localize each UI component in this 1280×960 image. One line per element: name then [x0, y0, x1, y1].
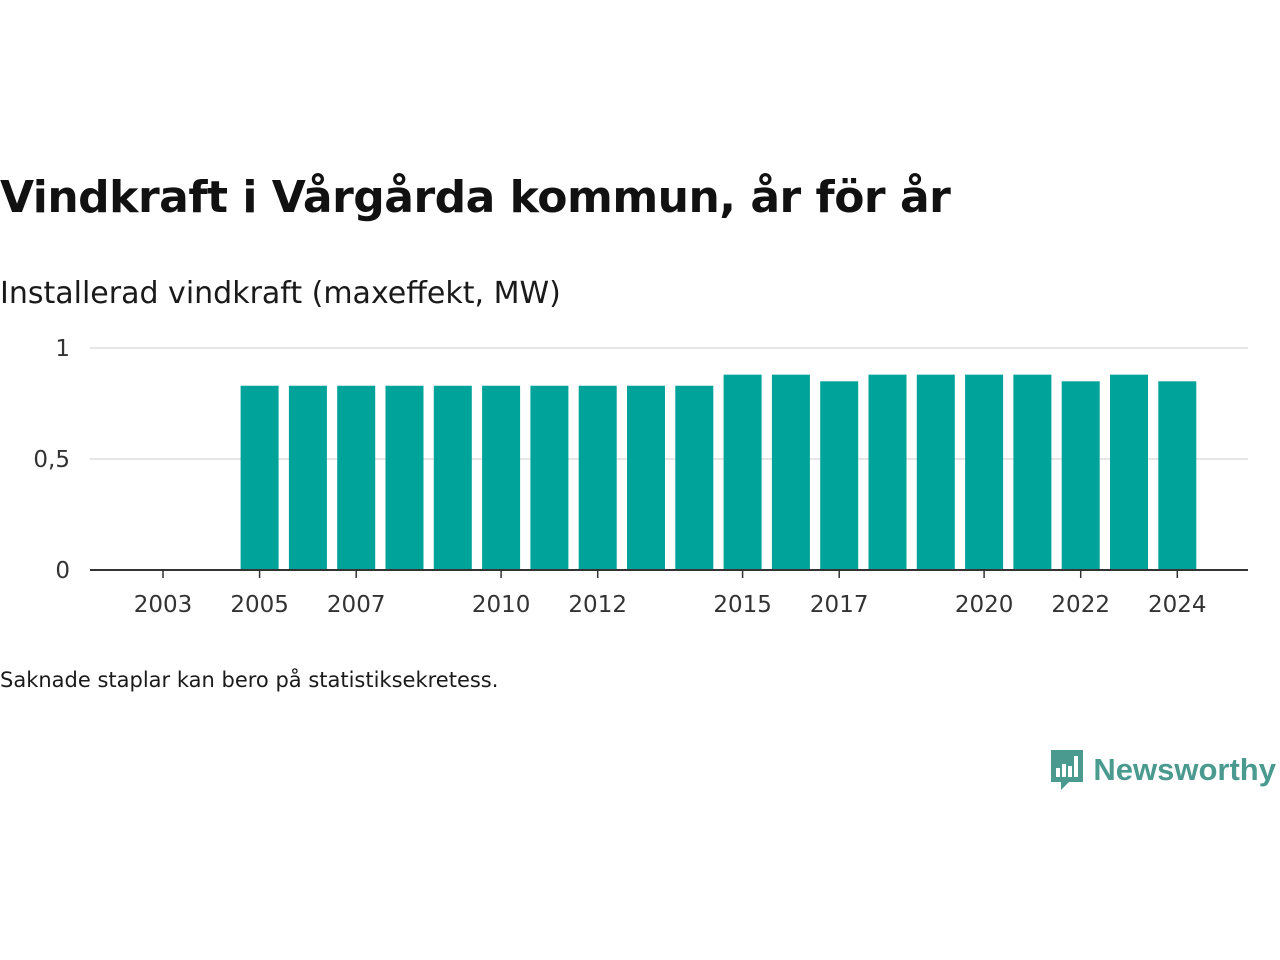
bar-2008 [385, 385, 424, 570]
x-tick-label: 2007 [327, 592, 386, 618]
bar-2007 [337, 385, 376, 570]
bar-2020 [965, 374, 1004, 570]
y-axis-ticks: 00,51 [33, 336, 70, 584]
y-tick-label: 0 [55, 558, 70, 584]
brand-logo[interactable]: Newsworthy [1049, 748, 1276, 792]
bar-2019 [916, 374, 955, 570]
bar-2023 [1110, 374, 1148, 570]
x-tick-label: 2020 [955, 592, 1014, 618]
x-tick-label: 2012 [568, 592, 627, 618]
x-tick-label: 2024 [1148, 592, 1207, 618]
y-tick-label: 1 [55, 336, 70, 362]
bar-2005 [240, 385, 279, 570]
bar-2010 [482, 385, 521, 570]
y-tick-label: 0,5 [33, 447, 70, 473]
x-tick-label: 2015 [713, 592, 772, 618]
bar-chart: 00,51 2003 2005 2007 2010 2012 2015 2017 2020 20… [33, 336, 1248, 618]
bar-2016 [771, 374, 810, 570]
bar-2022 [1061, 381, 1100, 570]
x-tick-label: 2017 [810, 592, 869, 618]
brand-name: Newsworthy [1093, 752, 1276, 787]
bar-2013 [627, 385, 665, 570]
x-axis-ticks: 2003 2005 2007 2010 2012 2015 2017 2020 2022 2024 [134, 570, 1207, 618]
x-tick-label: 2022 [1051, 592, 1110, 618]
newsworthy-logo-icon [1051, 750, 1084, 790]
bars [240, 374, 1197, 570]
bar-2015 [723, 374, 762, 570]
x-tick-label: 2005 [230, 592, 289, 618]
bar-2014 [675, 385, 714, 570]
x-tick-label: 2010 [472, 592, 531, 618]
grid-lines [90, 347, 1248, 460]
bar-2021 [1013, 374, 1052, 570]
bar-2006 [288, 385, 327, 570]
chart-subtitle: Installerad vindkraft (maxeffekt, MW) [0, 276, 561, 311]
bar-2017 [820, 381, 859, 570]
bar-2024 [1158, 381, 1197, 570]
bar-2009 [433, 385, 472, 570]
footnote: Saknade staplar kan bero på statistiksek… [0, 668, 499, 692]
bar-2011 [530, 385, 569, 570]
bar-2012 [578, 385, 617, 570]
bar-2018 [868, 374, 907, 570]
x-tick-label: 2003 [134, 592, 193, 618]
chart-title: Vindkraft i Vårgårda kommun, år för år [0, 172, 951, 223]
